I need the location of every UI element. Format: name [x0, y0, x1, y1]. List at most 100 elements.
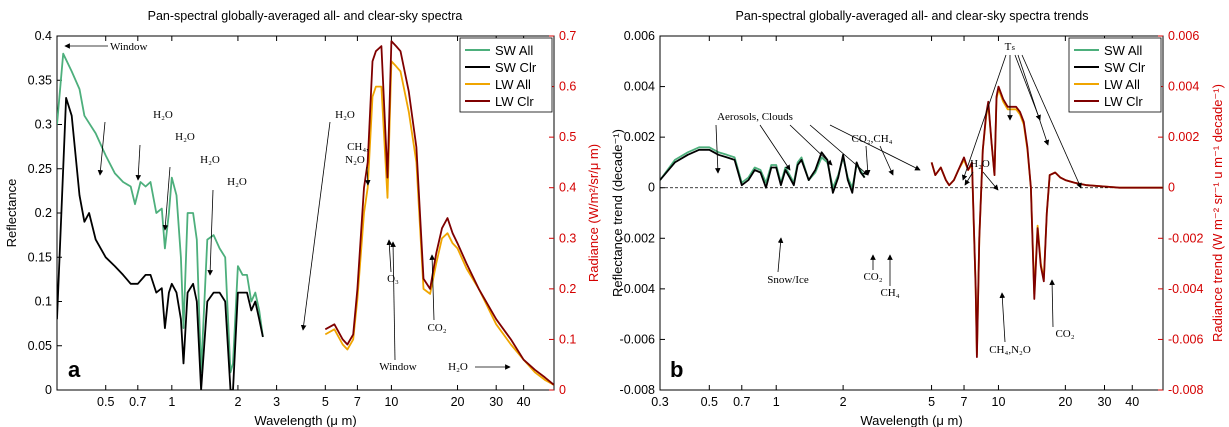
panel-label: a	[68, 357, 81, 382]
annotation-a-arrow	[386, 239, 393, 273]
annotation-b-label: CO₂	[1055, 328, 1074, 340]
x-tick-label: 40	[517, 395, 531, 409]
x-tick-label: 20	[1058, 395, 1072, 409]
series-line-sw-clr	[57, 97, 264, 390]
x-axis-label: Wavelength (μ m)	[254, 413, 356, 427]
y-tick-label-right: 0.6	[559, 80, 576, 94]
annotation-a-arrow	[135, 144, 142, 181]
y-tick-label-left: 0.004	[624, 80, 655, 94]
annotation-b-arrow	[1049, 279, 1055, 328]
x-tick-label: 5	[322, 395, 329, 409]
legend-label: LW Clr	[1104, 94, 1143, 109]
chart-title: Pan-spectral globally-averaged all- and …	[148, 9, 463, 23]
legend-label: SW Clr	[1104, 60, 1146, 75]
chart-title: Pan-spectral globally-averaged all- and …	[736, 9, 1089, 23]
annotation-a-arrow	[390, 241, 396, 361]
y-axis-label-right: Radiance trend (W m⁻² sr⁻¹ u m⁻¹ decade⁻…	[1210, 84, 1225, 342]
annotation-b-arrow	[809, 124, 869, 176]
annotation-b-arrow	[999, 292, 1006, 343]
annotation-a-arrow	[300, 121, 331, 331]
annotation-a-label: CO₂	[427, 322, 446, 334]
x-tick-label: 1	[168, 395, 175, 409]
y-tick-label-left: -0.002	[620, 231, 655, 245]
x-tick-label: 40	[1125, 395, 1139, 409]
annotation-b-label: CO₂	[863, 271, 882, 283]
annotation-b-arrow	[864, 145, 871, 176]
y-tick-label-left: -0.008	[620, 383, 655, 397]
y-tick-label-right: -0.006	[1168, 332, 1203, 346]
x-tick-label: 5	[928, 395, 935, 409]
y-tick-label-left: 0.3	[35, 118, 52, 132]
annotation-a-arrow	[364, 166, 371, 186]
series-line-lw-clr	[324, 40, 554, 386]
y-tick-label-right: 0.2	[559, 282, 576, 296]
y-tick-label-left: 0.4	[35, 29, 52, 43]
x-tick-label: 7	[961, 395, 968, 409]
x-tick-label: 10	[992, 395, 1006, 409]
y-tick-label-right: 0.7	[559, 29, 576, 43]
annotation-a-label: H₂O	[227, 176, 247, 188]
annotation-a-label: Window	[379, 361, 416, 373]
x-tick-label: 0.7	[733, 395, 750, 409]
annotation-b-arrow	[879, 145, 894, 176]
y-tick-label-right: 0.002	[1168, 130, 1199, 144]
annotation-b-arrow	[759, 124, 791, 171]
series-group	[660, 85, 1163, 358]
x-tick-label: 2	[840, 395, 847, 409]
x-tick-label: 0.7	[129, 395, 146, 409]
y-tick-label-right: 0.3	[559, 231, 576, 245]
legend-label: LW All	[495, 77, 531, 92]
annotation-b-arrow	[961, 54, 1007, 181]
annotation-b-arrow	[1021, 54, 1082, 189]
x-tick-label: 2	[234, 395, 241, 409]
x-tick-label: 7	[354, 395, 361, 409]
x-tick-label: 0.5	[97, 395, 114, 409]
y-tick-label-right: 0.006	[1168, 29, 1199, 43]
y-tick-label-right: 0.5	[559, 130, 576, 144]
annotation-a-label: H₂O	[175, 131, 195, 143]
y-axis-label-left: Reflectance trend (decade⁻¹)	[610, 129, 625, 297]
plot-frame	[659, 35, 1164, 391]
y-tick-label-right: -0.004	[1168, 282, 1203, 296]
y-tick-label-right: -0.008	[1168, 383, 1203, 397]
x-tick-label: 1	[773, 395, 780, 409]
annotation-b-arrow	[964, 171, 974, 186]
y-tick-label-left: 0.15	[28, 250, 52, 264]
legend-label: SW All	[495, 43, 533, 58]
annotation-b-label: CH₄,N₂O	[989, 344, 1031, 356]
y-tick-label-left: 0.25	[28, 162, 52, 176]
legend-label: LW All	[1104, 77, 1140, 92]
y-tick-label-left: 0.2	[35, 206, 52, 220]
series-group	[57, 40, 554, 390]
y-tick-label-left: 0.05	[28, 339, 52, 353]
y-tick-label-right: -0.002	[1168, 231, 1203, 245]
panel-a: Pan-spectral globally-averaged all- and …	[4, 9, 601, 427]
y-axis-label-left: Reflectance	[4, 179, 19, 248]
y-tick-label-right: 0	[559, 383, 566, 397]
annotation-b-label: Snow/Ice	[767, 274, 809, 286]
series-line-lw-clr	[930, 85, 1163, 358]
annotation-a-arrow	[207, 189, 214, 276]
y-tick-label-left: 0.002	[624, 130, 655, 144]
y-tick-label-left: -0.006	[620, 332, 655, 346]
annotation-a-label: H₂O	[200, 154, 220, 166]
y-axis-label-right: Radiance (W/m²/sr/μ m)	[586, 144, 601, 282]
y-tick-label-left: 0	[648, 181, 655, 195]
y-tick-label-left: 0	[45, 383, 52, 397]
y-tick-label-left: 0.1	[35, 295, 52, 309]
x-tick-label: 30	[489, 395, 503, 409]
annotation-b-arrow	[829, 124, 921, 171]
annotation-b-label: Tₛ	[1005, 41, 1016, 53]
annotation-b-arrow	[982, 171, 999, 191]
annotation-a-label: H₂O	[335, 109, 355, 121]
y-tick-label-right: 0.4	[559, 181, 576, 195]
panel-b: Pan-spectral globally-averaged all- and …	[610, 9, 1225, 427]
legend-label: SW All	[1104, 43, 1142, 58]
x-tick-label: 30	[1098, 395, 1112, 409]
annotation-a-label: N₂O	[345, 154, 365, 166]
y-tick-label-left: 0.006	[624, 29, 655, 43]
y-tick-label-left: -0.004	[620, 282, 655, 296]
annotation-a-label: Window	[110, 41, 147, 53]
x-tick-label: 0.3	[651, 395, 668, 409]
